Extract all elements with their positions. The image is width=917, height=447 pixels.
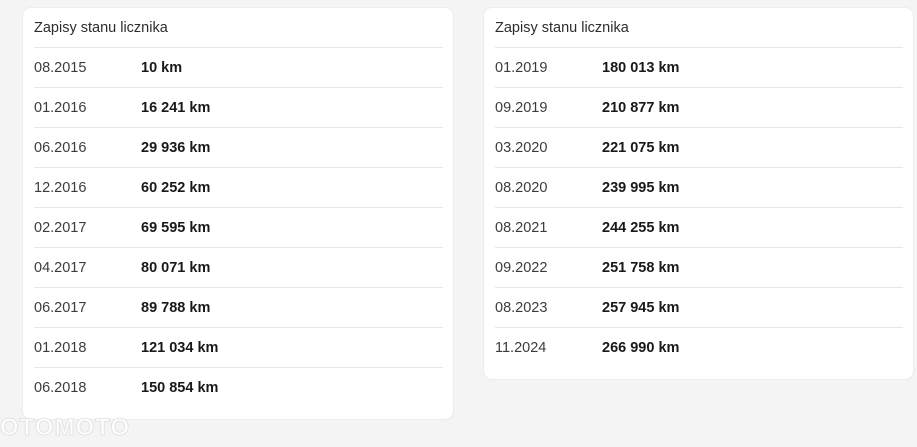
- odometer-record-row: 12.2016 60 252 km: [34, 167, 443, 207]
- record-mileage: 69 595 km: [141, 220, 211, 236]
- odometer-record-row: 06.2016 29 936 km: [34, 127, 443, 167]
- record-date: 01.2016: [34, 100, 87, 116]
- record-mileage: 10 km: [141, 60, 183, 76]
- record-mileage: 244 255 km: [602, 220, 680, 236]
- record-date: 09.2019: [495, 100, 548, 116]
- record-mileage: 80 071 km: [141, 260, 211, 276]
- odometer-record-row: 01.2018 121 034 km: [34, 327, 443, 367]
- record-date: 02.2017: [34, 220, 87, 236]
- panel-title: Zapisy stanu licznika: [34, 20, 168, 36]
- record-mileage: 89 788 km: [141, 300, 211, 316]
- record-mileage: 180 013 km: [602, 60, 680, 76]
- odometer-records-list: 08.2015 10 km 01.2016 16 241 km 06.2016 …: [34, 47, 443, 407]
- record-date: 08.2023: [495, 300, 548, 316]
- odometer-record-row: 06.2018 150 854 km: [34, 367, 443, 407]
- record-date: 01.2019: [495, 60, 548, 76]
- odometer-record-row: 08.2015 10 km: [34, 47, 443, 87]
- odometer-record-row: 01.2019 180 013 km: [495, 47, 903, 87]
- panel-title: Zapisy stanu licznika: [495, 20, 629, 36]
- odometer-records-list: 01.2019 180 013 km 09.2019 210 877 km 03…: [495, 47, 903, 367]
- record-date: 06.2018: [34, 380, 87, 396]
- record-mileage: 221 075 km: [602, 140, 680, 156]
- record-mileage: 210 877 km: [602, 100, 680, 116]
- record-date: 08.2015: [34, 60, 87, 76]
- odometer-records-panel-left: Zapisy stanu licznika 08.2015 10 km 01.2…: [23, 8, 453, 419]
- record-date: 06.2016: [34, 140, 87, 156]
- record-date: 03.2020: [495, 140, 548, 156]
- record-mileage: 150 854 km: [141, 380, 219, 396]
- record-date: 09.2022: [495, 260, 548, 276]
- record-mileage: 16 241 km: [141, 100, 211, 116]
- record-mileage: 60 252 km: [141, 180, 211, 196]
- record-mileage: 257 945 km: [602, 300, 680, 316]
- record-date: 12.2016: [34, 180, 87, 196]
- record-mileage: 266 990 km: [602, 340, 680, 356]
- record-date: 08.2021: [495, 220, 548, 236]
- odometer-record-row: 04.2017 80 071 km: [34, 247, 443, 287]
- odometer-record-row: 03.2020 221 075 km: [495, 127, 903, 167]
- record-date: 06.2017: [34, 300, 87, 316]
- odometer-record-row: 01.2016 16 241 km: [34, 87, 443, 127]
- record-date: 11.2024: [495, 340, 547, 356]
- odometer-record-row: 09.2019 210 877 km: [495, 87, 903, 127]
- odometer-record-row: 08.2020 239 995 km: [495, 167, 903, 207]
- odometer-records-panel-right: Zapisy stanu licznika 01.2019 180 013 km…: [484, 8, 913, 379]
- record-date: 08.2020: [495, 180, 548, 196]
- odometer-record-row: 02.2017 69 595 km: [34, 207, 443, 247]
- record-mileage: 29 936 km: [141, 140, 211, 156]
- odometer-record-row: 08.2023 257 945 km: [495, 287, 903, 327]
- odometer-record-row: 11.2024 266 990 km: [495, 327, 903, 367]
- odometer-record-row: 06.2017 89 788 km: [34, 287, 443, 327]
- record-mileage: 121 034 km: [141, 340, 219, 356]
- record-date: 01.2018: [34, 340, 87, 356]
- odometer-record-row: 08.2021 244 255 km: [495, 207, 903, 247]
- odometer-record-row: 09.2022 251 758 km: [495, 247, 903, 287]
- record-date: 04.2017: [34, 260, 87, 276]
- record-mileage: 251 758 km: [602, 260, 680, 276]
- record-mileage: 239 995 km: [602, 180, 680, 196]
- watermark-logo: OTOMOTO: [0, 414, 131, 442]
